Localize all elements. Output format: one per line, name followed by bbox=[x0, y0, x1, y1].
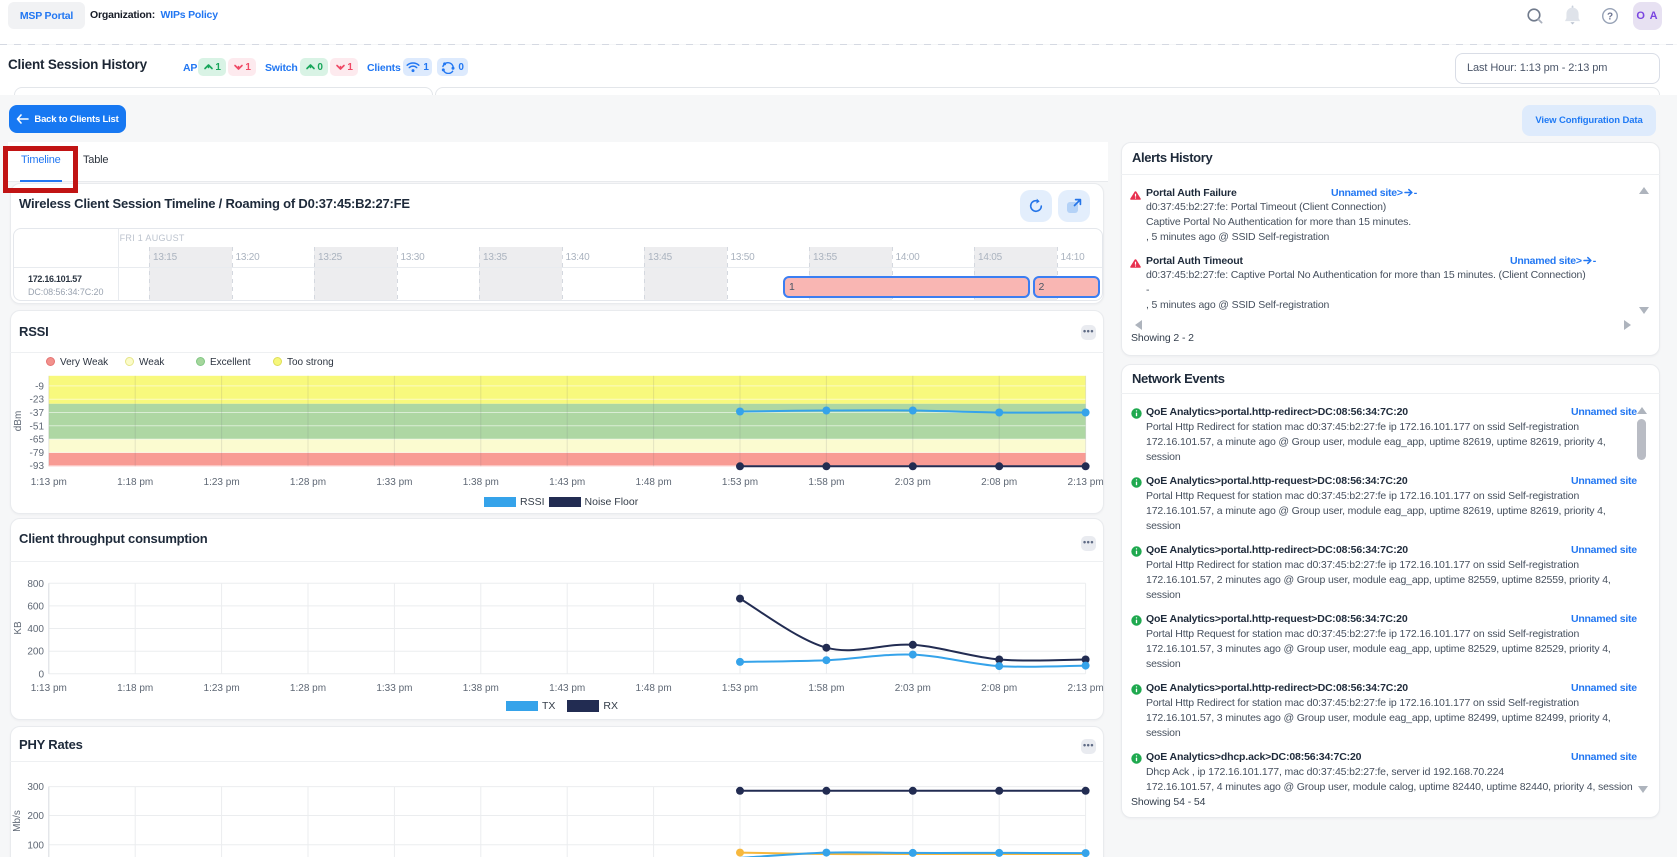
svg-text:1:33 pm: 1:33 pm bbox=[376, 683, 412, 694]
svg-text:1:23 pm: 1:23 pm bbox=[204, 683, 240, 694]
svg-text:-93: -93 bbox=[30, 461, 45, 472]
svg-text:-51: -51 bbox=[30, 421, 45, 432]
svg-text:1:38 pm: 1:38 pm bbox=[463, 683, 499, 694]
svg-text:200: 200 bbox=[27, 811, 44, 822]
svg-text:1:48 pm: 1:48 pm bbox=[636, 477, 672, 488]
svg-text:800: 800 bbox=[27, 579, 44, 590]
svg-text:200: 200 bbox=[27, 647, 44, 658]
svg-text:600: 600 bbox=[27, 601, 44, 612]
svg-text:-23: -23 bbox=[30, 395, 45, 406]
svg-text:0: 0 bbox=[38, 669, 44, 680]
svg-text:-37: -37 bbox=[30, 408, 45, 419]
svg-text:1:38 pm: 1:38 pm bbox=[463, 477, 499, 488]
svg-text:1:43 pm: 1:43 pm bbox=[549, 683, 585, 694]
svg-text:Mb/s: Mb/s bbox=[12, 810, 23, 832]
svg-text:1:53 pm: 1:53 pm bbox=[722, 477, 758, 488]
svg-text:1:18 pm: 1:18 pm bbox=[117, 683, 153, 694]
svg-text:2:13 pm: 2:13 pm bbox=[1068, 683, 1104, 694]
svg-text:1:28 pm: 1:28 pm bbox=[290, 477, 326, 488]
svg-text:2:08 pm: 2:08 pm bbox=[981, 683, 1017, 694]
svg-text:-79: -79 bbox=[30, 448, 45, 459]
svg-text:2:08 pm: 2:08 pm bbox=[981, 477, 1017, 488]
svg-text:100: 100 bbox=[27, 840, 44, 851]
svg-text:1:33 pm: 1:33 pm bbox=[376, 477, 412, 488]
svg-text:1:53 pm: 1:53 pm bbox=[722, 683, 758, 694]
svg-text:?: ? bbox=[1607, 12, 1613, 23]
svg-text:400: 400 bbox=[27, 624, 44, 635]
svg-text:1:13 pm: 1:13 pm bbox=[31, 683, 67, 694]
svg-text:dBm: dBm bbox=[13, 411, 24, 432]
svg-text:KB: KB bbox=[13, 621, 24, 635]
svg-text:2:03 pm: 2:03 pm bbox=[895, 477, 931, 488]
svg-text:2:13 pm: 2:13 pm bbox=[1068, 477, 1104, 488]
svg-text:1:18 pm: 1:18 pm bbox=[117, 477, 153, 488]
svg-text:1:43 pm: 1:43 pm bbox=[549, 477, 585, 488]
svg-text:1:48 pm: 1:48 pm bbox=[636, 683, 672, 694]
svg-text:1:23 pm: 1:23 pm bbox=[204, 477, 240, 488]
svg-text:-9: -9 bbox=[35, 381, 44, 392]
svg-text:300: 300 bbox=[27, 782, 44, 793]
svg-text:1:13 pm: 1:13 pm bbox=[31, 477, 67, 488]
svg-text:1:28 pm: 1:28 pm bbox=[290, 683, 326, 694]
svg-text:1:58 pm: 1:58 pm bbox=[808, 683, 844, 694]
svg-text:2:03 pm: 2:03 pm bbox=[895, 683, 931, 694]
svg-text:1:58 pm: 1:58 pm bbox=[808, 477, 844, 488]
svg-text:-65: -65 bbox=[30, 435, 45, 446]
